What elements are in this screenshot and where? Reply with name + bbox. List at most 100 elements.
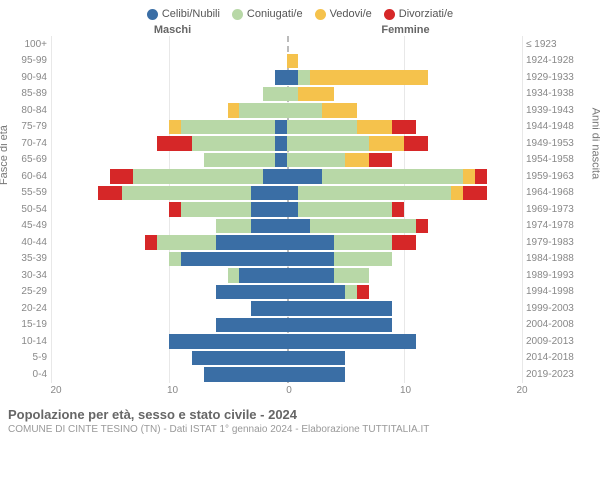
bar-segment	[204, 367, 286, 382]
birth-label: 1994-1998	[522, 286, 592, 297]
legend-label: Divorziati/e	[399, 8, 453, 20]
legend-swatch	[384, 9, 395, 20]
bar-segment	[451, 186, 463, 201]
bar-segment	[275, 70, 287, 85]
bar-segment	[357, 285, 369, 300]
chart-container: Celibi/NubiliConiugati/eVedovi/eDivorzia…	[0, 0, 600, 500]
age-label: 100+	[8, 39, 51, 50]
bar-segment	[357, 120, 392, 135]
male-bar	[51, 285, 287, 300]
male-bar	[51, 103, 287, 118]
age-label: 80-84	[8, 105, 51, 116]
male-bar	[51, 367, 287, 382]
table-row: 50-541969-1973	[8, 201, 592, 218]
bar-segment	[157, 136, 192, 151]
female-bar	[287, 219, 523, 234]
age-label: 10-14	[8, 336, 51, 347]
bar-segment	[239, 268, 286, 283]
legend-label: Celibi/Nubili	[162, 8, 220, 20]
birth-label: 1974-1978	[522, 220, 592, 231]
birth-label: 1999-2003	[522, 303, 592, 314]
female-bar	[287, 169, 523, 184]
female-bar	[287, 136, 523, 151]
female-bar	[287, 186, 523, 201]
bar-segment	[404, 136, 428, 151]
x-axis: 01020 1020	[8, 383, 592, 401]
bar-segment	[287, 186, 299, 201]
legend: Celibi/NubiliConiugati/eVedovi/eDivorzia…	[8, 8, 592, 20]
bar-segment	[287, 103, 322, 118]
bar-segment	[169, 252, 181, 267]
male-half	[51, 152, 287, 169]
bar-segment	[251, 301, 286, 316]
rows: 100+≤ 192395-991924-192890-941929-193385…	[8, 36, 592, 383]
female-bar	[287, 318, 523, 333]
birth-label: 1984-1988	[522, 253, 592, 264]
bar-segment	[192, 136, 274, 151]
birth-label: 1934-1938	[522, 88, 592, 99]
table-row: 10-142009-2013	[8, 333, 592, 350]
age-label: 75-79	[8, 121, 51, 132]
birth-label: 1924-1928	[522, 55, 592, 66]
bar-segment	[334, 235, 393, 250]
table-row: 65-691954-1958	[8, 152, 592, 169]
female-half	[287, 185, 523, 202]
male-half	[51, 168, 287, 185]
female-bar	[287, 87, 523, 102]
male-bar	[51, 252, 287, 267]
table-row: 100+≤ 1923	[8, 36, 592, 53]
bar-segment	[287, 367, 346, 382]
bar-segment	[181, 120, 275, 135]
male-bar	[51, 136, 287, 151]
female-half	[287, 333, 523, 350]
bar-segment	[216, 235, 287, 250]
male-bar	[51, 235, 287, 250]
bar-segment	[122, 186, 252, 201]
male-half	[51, 300, 287, 317]
bar-segment	[287, 202, 299, 217]
male-half	[51, 201, 287, 218]
birth-label: 1954-1958	[522, 154, 592, 165]
legend-item: Vedovi/e	[315, 8, 372, 20]
birth-label: 1959-1963	[522, 171, 592, 182]
bar-segment	[287, 169, 322, 184]
bar-segment	[98, 186, 122, 201]
female-half	[287, 168, 523, 185]
female-half	[287, 135, 523, 152]
female-half	[287, 69, 523, 86]
bar-segment	[298, 186, 451, 201]
x-axis-right: 1020	[289, 383, 522, 401]
table-row: 40-441979-1983	[8, 234, 592, 251]
bar-segment	[416, 219, 428, 234]
bar-segment	[322, 103, 357, 118]
chart-subtitle: COMUNE DI CINTE TESINO (TN) - Dati ISTAT…	[8, 424, 592, 435]
age-label: 70-74	[8, 138, 51, 149]
bar-segment	[287, 219, 311, 234]
female-half	[287, 119, 523, 136]
female-bar	[287, 202, 523, 217]
female-half	[287, 86, 523, 103]
ylabel-left: Fasce di età	[0, 125, 10, 185]
female-half	[287, 284, 523, 301]
age-label: 85-89	[8, 88, 51, 99]
female-bar	[287, 252, 523, 267]
bar-segment	[463, 169, 475, 184]
bar-segment	[251, 202, 286, 217]
female-bar	[287, 153, 523, 168]
male-half	[51, 284, 287, 301]
bar-segment	[181, 252, 287, 267]
female-half	[287, 267, 523, 284]
bar-segment	[169, 202, 181, 217]
male-half	[51, 350, 287, 367]
age-label: 25-29	[8, 286, 51, 297]
table-row: 25-29 1994-1998	[8, 284, 592, 301]
chart-area: Fasce di età Anni di nascita 100+≤ 19239…	[8, 36, 592, 383]
bar-segment	[463, 186, 487, 201]
bar-segment	[263, 87, 287, 102]
table-row: 15-192004-2008	[8, 317, 592, 334]
male-half	[51, 185, 287, 202]
chart-title: Popolazione per età, sesso e stato civil…	[8, 407, 592, 422]
female-half	[287, 53, 523, 70]
table-row: 35-391984-1988	[8, 251, 592, 268]
female-half	[287, 102, 523, 119]
